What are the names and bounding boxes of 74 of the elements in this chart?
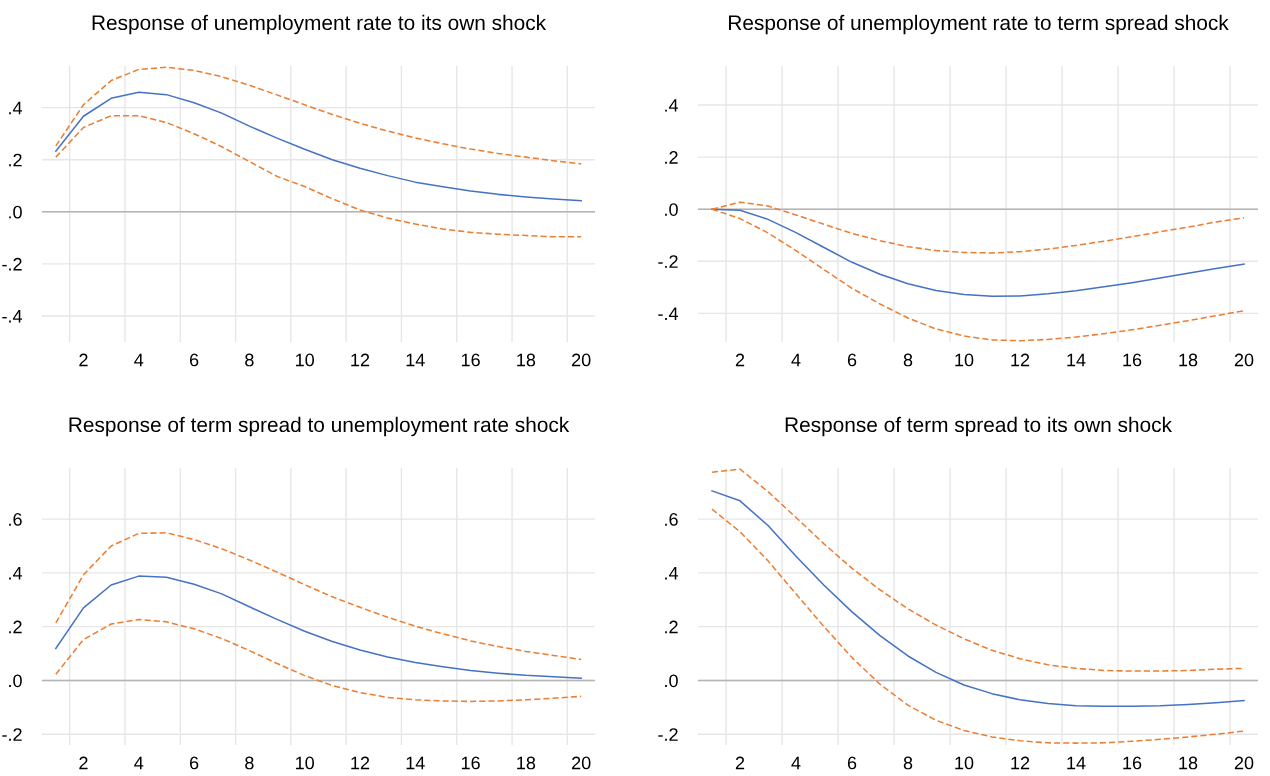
x-tick-label: 4 [134,756,144,770]
y-tick-label: -.2 [2,728,22,741]
x-tick-label: 6 [189,756,199,770]
x-tick-label: 2 [735,756,745,770]
chart-title: Response of unemployment rate to term spread shock [729,14,1229,35]
x-tick-label: 18 [1179,353,1198,367]
y-tick-label: .2 [665,151,678,164]
x-tick-label: 16 [461,353,480,367]
y-tick-label: .4 [665,99,679,112]
x-tick-label: 14 [406,353,425,367]
x-tick-label: 18 [1179,756,1198,770]
x-tick-label: 8 [245,756,254,770]
x-tick-label: 4 [791,756,801,770]
y-tick-label: .0 [9,205,22,219]
y-tick-label: -.4 [658,307,679,320]
x-tick-label: 12 [351,353,370,367]
y-tick-label: .4 [665,567,679,580]
line-series [711,208,1245,297]
x-tick-label: 18 [517,756,536,770]
line-series [711,508,1245,744]
x-tick-label: 14 [1067,756,1086,770]
x-tick-label: 14 [1067,353,1086,367]
line-series [55,114,582,238]
chart-title: Response of unemployment rate to its own shock [92,14,547,35]
x-tick-label: 6 [847,353,857,367]
y-tick-label: .0 [665,674,678,688]
y-tick-label: .2 [665,620,678,634]
x-tick-label: 20 [1234,756,1254,770]
x-tick-label: 8 [903,353,913,367]
x-tick-label: 6 [847,756,857,770]
y-tick-label: .2 [9,153,22,167]
chart-title: Response of term spread to its own shock [785,416,1172,437]
line-series [55,618,582,703]
x-tick-label: 20 [572,756,591,770]
line-series [55,575,582,680]
y-tick-label: .0 [665,203,678,216]
x-tick-label: 16 [461,756,480,770]
y-tick-label: .6 [9,513,22,526]
line-series [711,468,1245,672]
chart-title: Response of term spread to unemployment rate shock [69,416,570,437]
y-tick-label: -.2 [2,257,22,271]
x-tick-label: 10 [955,756,974,770]
line-series [711,490,1245,708]
x-tick-label: 12 [351,756,370,770]
x-tick-label: 10 [296,353,315,367]
y-tick-label: .4 [9,567,23,580]
x-tick-label: 2 [735,353,745,367]
x-tick-label: 2 [79,756,88,770]
x-tick-label: 6 [189,353,199,367]
x-tick-label: 2 [79,353,88,367]
x-tick-label: 12 [1011,353,1030,367]
line-series [55,532,582,661]
y-tick-label: -.2 [658,728,678,741]
x-tick-label: 8 [245,353,254,367]
x-tick-label: 20 [572,353,591,367]
x-tick-label: 4 [134,353,144,367]
line-series [55,66,582,165]
x-tick-label: 8 [903,756,913,770]
x-tick-label: 20 [1234,353,1254,367]
y-tick-label: -.4 [2,310,23,323]
y-tick-label: .0 [9,674,22,688]
x-tick-label: 16 [1123,353,1142,367]
x-tick-label: 4 [791,353,801,367]
y-tick-label: .4 [9,101,23,115]
x-tick-label: 16 [1123,756,1142,770]
x-tick-label: 14 [406,756,425,770]
y-tick-label: -.2 [658,255,678,268]
x-tick-label: 12 [1011,756,1030,770]
x-tick-label: 10 [955,353,974,367]
y-tick-label: .6 [665,513,678,526]
x-tick-label: 10 [296,756,315,770]
y-tick-label: .2 [9,620,22,634]
x-tick-label: 18 [517,353,536,367]
line-series [55,91,582,202]
